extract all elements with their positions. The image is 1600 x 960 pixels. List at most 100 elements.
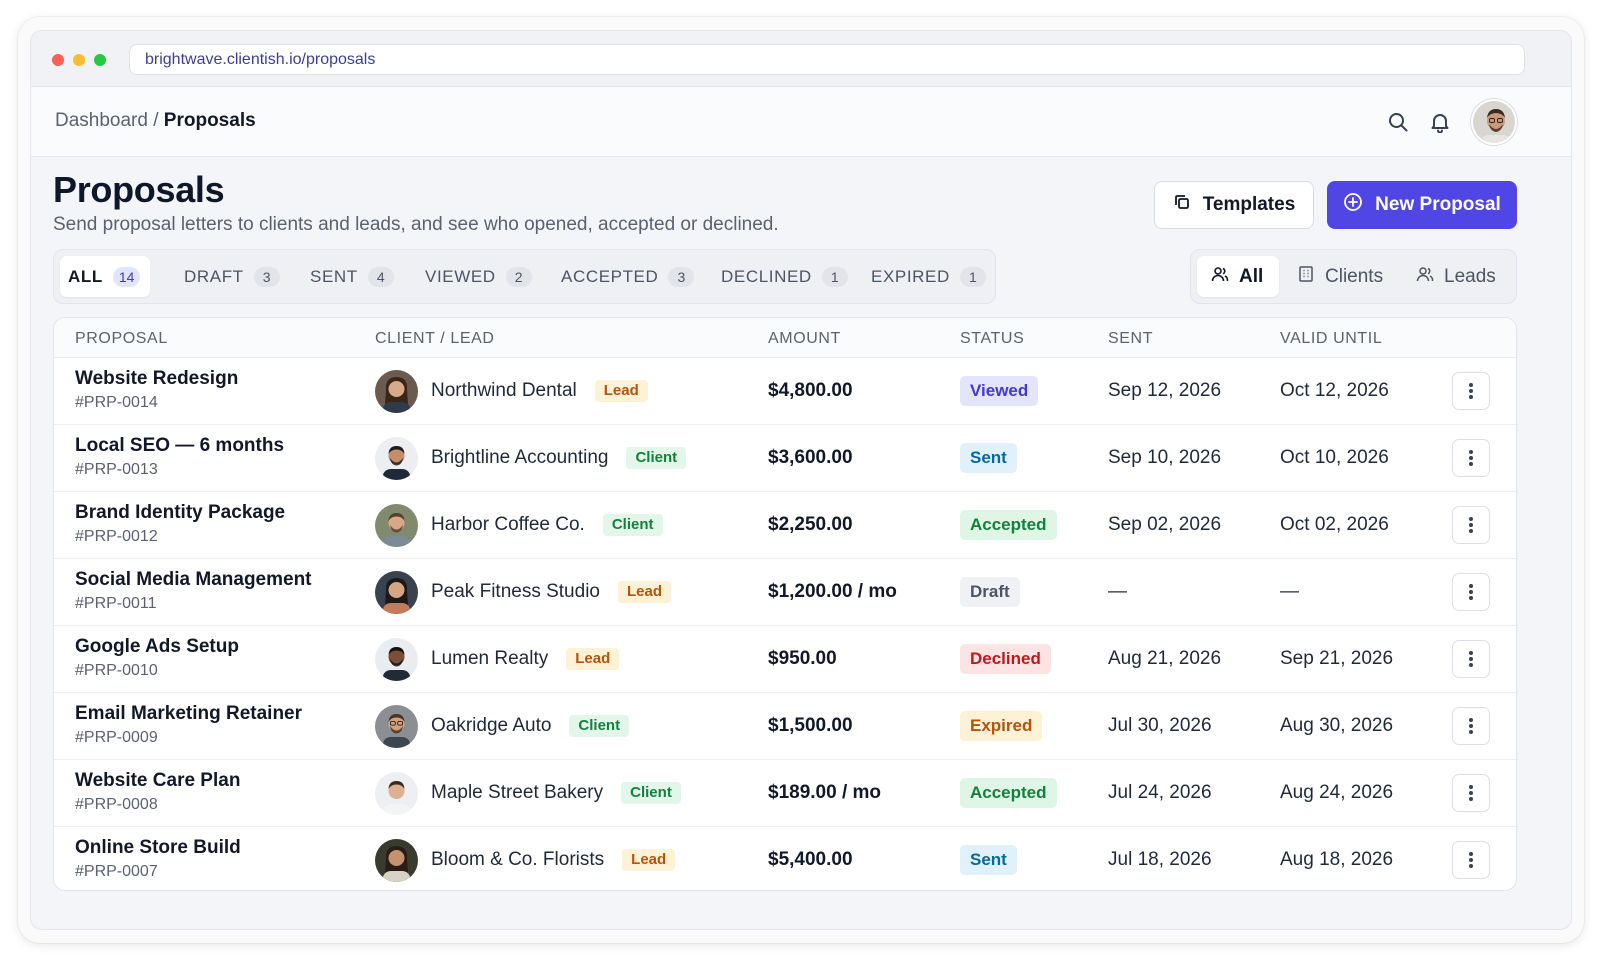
close-window-dot[interactable] (52, 54, 64, 66)
sent-date: Jul 24, 2026 (1108, 782, 1212, 803)
client-avatar (375, 772, 418, 815)
tab-sent[interactable]: SENT 4 (302, 256, 402, 297)
client-name[interactable]: Bloom & Co. Florists (431, 849, 605, 870)
tab-accepted[interactable]: ACCEPTED 3 (553, 256, 702, 297)
client-name[interactable]: Brightline Accounting (431, 447, 609, 468)
client-info: Northwind Dental Lead (431, 380, 648, 402)
proposal-title[interactable]: Online Store Build (75, 837, 241, 858)
valid-until-date: Oct 10, 2026 (1280, 447, 1389, 468)
row-actions-button[interactable] (1452, 841, 1490, 879)
more-vertical-icon (1469, 651, 1473, 667)
status-badge: Viewed (960, 376, 1039, 406)
tab-all[interactable]: ALL 14 (60, 256, 150, 297)
tab-expired[interactable]: EXPIRED 1 (863, 256, 994, 297)
more-vertical-icon (1469, 450, 1473, 466)
proposal-amount: $950.00 (768, 648, 837, 669)
valid-until-date: Oct 12, 2026 (1280, 380, 1389, 401)
minimize-window-dot[interactable] (73, 54, 85, 66)
proposal-id: #PRP-0009 (75, 729, 158, 746)
table-row[interactable]: Website Redesign #PRP-0014 Northwind Den… (54, 358, 1516, 425)
breadcrumb-dashboard-link[interactable]: Dashboard (55, 110, 148, 131)
address-bar[interactable]: brightwave.clientish.io/proposals (129, 44, 1525, 75)
table-row[interactable]: Brand Identity Package #PRP-0012 Harbor … (54, 492, 1516, 559)
page-subtitle: Send proposal letters to clients and lea… (53, 214, 779, 235)
sent-date: Jul 18, 2026 (1108, 849, 1212, 870)
column-header-status[interactable]: STATUS (960, 330, 1025, 347)
client-info: Harbor Coffee Co. Client (431, 514, 663, 536)
proposal-title[interactable]: Social Media Management (75, 569, 312, 590)
search-icon[interactable] (1387, 111, 1409, 133)
valid-until-date: Aug 18, 2026 (1280, 849, 1394, 870)
client-name[interactable]: Maple Street Bakery (431, 782, 604, 803)
row-actions-button[interactable] (1452, 506, 1490, 544)
more-vertical-icon (1469, 785, 1473, 801)
table-row[interactable]: Social Media Management #PRP-0011 Peak F… (54, 559, 1516, 626)
status-badge: Accepted (960, 778, 1057, 808)
row-actions-button[interactable] (1452, 573, 1490, 611)
client-info: Maple Street Bakery Client (431, 782, 681, 804)
proposal-id: #PRP-0013 (75, 461, 158, 478)
row-actions-button[interactable] (1452, 707, 1490, 745)
client-name[interactable]: Peak Fitness Studio (431, 581, 600, 602)
client-name[interactable]: Lumen Realty (431, 648, 549, 669)
proposal-title[interactable]: Local SEO — 6 months (75, 435, 285, 456)
column-header-client[interactable]: CLIENT / LEAD (375, 330, 495, 347)
user-avatar[interactable] (1471, 99, 1517, 145)
row-actions-button[interactable] (1452, 640, 1490, 678)
tab-label: DRAFT (184, 266, 244, 286)
row-actions-button[interactable] (1452, 439, 1490, 477)
column-header-valid-until[interactable]: VALID UNTIL (1280, 330, 1383, 347)
table-row[interactable]: Email Marketing Retainer #PRP-0009 Oakri… (54, 693, 1516, 760)
table-row[interactable]: Google Ads Setup #PRP-0010 Lumen Realty … (54, 626, 1516, 693)
column-header-proposal[interactable]: PROPOSAL (75, 330, 168, 347)
status-badge: Draft (960, 577, 1020, 607)
proposal-title[interactable]: Google Ads Setup (75, 636, 239, 657)
proposal-title[interactable]: Website Care Plan (75, 770, 241, 791)
type-tab-leads[interactable]: Leads (1402, 256, 1510, 297)
valid-until-date: Aug 24, 2026 (1280, 782, 1394, 803)
more-vertical-icon (1469, 383, 1473, 399)
maximize-window-dot[interactable] (94, 54, 106, 66)
valid-until-date: Oct 02, 2026 (1280, 514, 1389, 535)
proposal-title[interactable]: Website Redesign (75, 368, 239, 389)
row-actions-button[interactable] (1452, 774, 1490, 812)
type-tab-all[interactable]: All (1197, 256, 1279, 297)
tab-label: DECLINED (721, 266, 812, 286)
type-tab-clients[interactable]: Clients (1283, 256, 1397, 297)
column-header-sent[interactable]: SENT (1108, 330, 1154, 347)
templates-button[interactable]: Templates (1154, 181, 1314, 229)
tab-viewed[interactable]: VIEWED 2 (417, 256, 540, 297)
tab-declined[interactable]: DECLINED 1 (713, 256, 856, 297)
status-badge: Sent (960, 443, 1017, 473)
table-header: PROPOSAL CLIENT / LEAD AMOUNT STATUS SEN… (54, 318, 1516, 358)
new-proposal-button[interactable]: New Proposal (1327, 181, 1517, 229)
proposal-amount: $3,600.00 (768, 447, 853, 468)
recipient-type-toggle: All Clients Leads (1190, 249, 1517, 304)
table-row[interactable]: Online Store Build #PRP-0007 Bloom & Co.… (54, 827, 1516, 890)
proposal-title[interactable]: Email Marketing Retainer (75, 703, 303, 724)
client-name[interactable]: Harbor Coffee Co. (431, 514, 585, 535)
table-row[interactable]: Website Care Plan #PRP-0008 Maple Street… (54, 760, 1516, 827)
row-actions-button[interactable] (1452, 372, 1490, 410)
status-badge: Sent (960, 845, 1017, 875)
column-header-amount[interactable]: AMOUNT (768, 330, 841, 347)
recipient-type-tag: Lead (617, 581, 671, 603)
proposal-title[interactable]: Brand Identity Package (75, 502, 286, 523)
client-name[interactable]: Oakridge Auto (431, 715, 552, 736)
recipient-type-tag: Lead (594, 380, 648, 402)
tab-draft[interactable]: DRAFT 3 (176, 256, 288, 297)
bell-icon[interactable] (1429, 111, 1451, 134)
client-name[interactable]: Northwind Dental (431, 380, 577, 401)
users-icon (1211, 265, 1229, 289)
browser-toolbar: brightwave.clientish.io/proposals (31, 31, 1571, 87)
client-info: Lumen Realty Lead (431, 648, 620, 670)
recipient-type-tag: Client (569, 715, 630, 737)
sent-date: Sep 02, 2026 (1108, 514, 1222, 535)
templates-label: Templates (1202, 194, 1296, 215)
tab-count: 1 (959, 266, 986, 287)
proposal-amount: $4,800.00 (768, 380, 853, 401)
table-row[interactable]: Local SEO — 6 months #PRP-0013 Brightlin… (54, 425, 1516, 492)
proposal-amount: $1,500.00 (768, 715, 853, 736)
tab-count: 3 (668, 266, 695, 287)
proposal-id: #PRP-0007 (75, 863, 158, 880)
